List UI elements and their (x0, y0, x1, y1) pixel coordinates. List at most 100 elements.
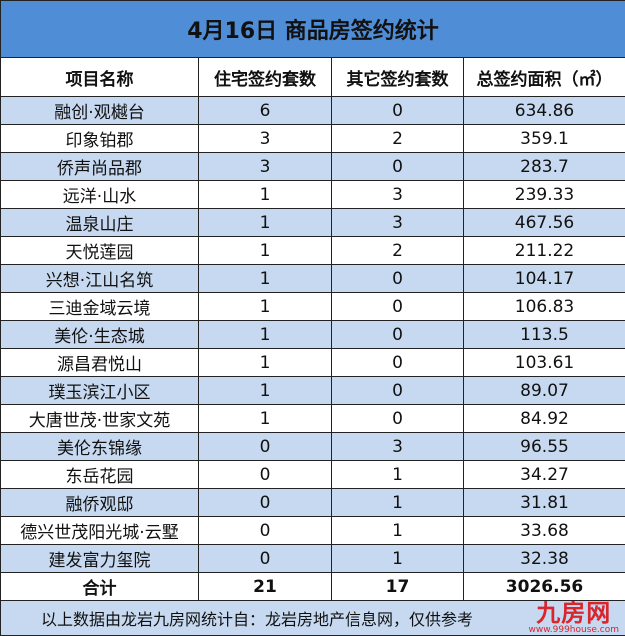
cell-other-count: 0 (331, 264, 464, 293)
cell-other-count: 0 (331, 320, 464, 349)
cell-project-name: 德兴世茂阳光城·云墅 (0, 516, 199, 545)
cell-total-area: 359.1 (462, 124, 625, 153)
cell-residential-count: 0 (198, 488, 332, 517)
footer-row: 以上数据由龙岩九房网统计自：龙岩房地产信息网，仅供参考 九房网 www.999hou… (0, 600, 625, 636)
table-row: 融侨观邸 0 1 31.81 (0, 488, 625, 517)
cell-residential-count: 1 (198, 236, 332, 265)
cell-project-name: 大唐世茂·世家文苑 (0, 404, 199, 433)
cell-total-area: 34.27 (462, 460, 625, 489)
total-row: 合计 21 17 3026.56 (0, 572, 625, 601)
footer-cell: 以上数据由龙岩九房网统计自：龙岩房地产信息网，仅供参考 九房网 www.999hou… (0, 600, 625, 636)
cell-other-count: 1 (331, 516, 464, 545)
total-other-count: 17 (331, 572, 464, 601)
cell-project-name: 美伦·生态城 (0, 320, 199, 349)
cell-total-area: 211.22 (462, 236, 625, 265)
cell-project-name: 璞玉滨江小区 (0, 376, 199, 405)
cell-total-area: 634.86 (462, 96, 625, 125)
cell-other-count: 3 (331, 208, 464, 237)
cell-total-area: 84.92 (462, 404, 625, 433)
cell-residential-count: 1 (198, 376, 332, 405)
cell-total-area: 113.5 (462, 320, 625, 349)
cell-project-name: 天悦莲园 (0, 236, 199, 265)
cell-residential-count: 0 (198, 460, 332, 489)
cell-other-count: 0 (331, 96, 464, 125)
total-residential-count: 21 (198, 572, 332, 601)
cell-residential-count: 1 (198, 180, 332, 209)
total-project-name: 合计 (0, 572, 199, 601)
cell-total-area: 32.38 (462, 544, 625, 573)
header-residential-count: 住宅签约套数 (198, 57, 332, 97)
cell-project-name: 东岳花园 (0, 460, 199, 489)
table-title: 4月16日 商品房签约统计 (0, 0, 625, 58)
cell-residential-count: 3 (198, 124, 332, 153)
cell-total-area: 96.55 (462, 432, 625, 461)
cell-residential-count: 0 (198, 432, 332, 461)
table-row: 东岳花园 0 1 34.27 (0, 460, 625, 489)
table-row: 大唐世茂·世家文苑 1 0 84.92 (0, 404, 625, 433)
cell-total-area: 89.07 (462, 376, 625, 405)
cell-other-count: 3 (331, 432, 464, 461)
table-row: 兴想·江山名筑 1 0 104.17 (0, 264, 625, 293)
table-row: 三迪金域云境 1 0 106.83 (0, 292, 625, 321)
watermark-logo: 九房网 www.999house.com (528, 600, 620, 635)
cell-other-count: 3 (331, 180, 464, 209)
table-row: 璞玉滨江小区 1 0 89.07 (0, 376, 625, 405)
table-row: 美伦·生态城 1 0 113.5 (0, 320, 625, 349)
cell-other-count: 0 (331, 404, 464, 433)
cell-project-name: 远洋·山水 (0, 180, 199, 209)
cell-project-name: 融创·观樾台 (0, 96, 199, 125)
table-row: 源昌君悦山 1 0 103.61 (0, 348, 625, 377)
cell-project-name: 源昌君悦山 (0, 348, 199, 377)
watermark-url: www.999house.com (528, 625, 620, 635)
cell-total-area: 106.83 (462, 292, 625, 321)
cell-project-name: 建发富力玺院 (0, 544, 199, 573)
cell-total-area: 283.7 (462, 152, 625, 181)
cell-project-name: 侨声尚品郡 (0, 152, 199, 181)
cell-total-area: 467.56 (462, 208, 625, 237)
table-row: 印象铂郡 3 2 359.1 (0, 124, 625, 153)
cell-other-count: 1 (331, 460, 464, 489)
cell-residential-count: 6 (198, 96, 332, 125)
cell-residential-count: 3 (198, 152, 332, 181)
cell-total-area: 104.17 (462, 264, 625, 293)
cell-other-count: 0 (331, 152, 464, 181)
cell-total-area: 33.68 (462, 516, 625, 545)
cell-total-area: 103.61 (462, 348, 625, 377)
cell-residential-count: 1 (198, 292, 332, 321)
table-row: 天悦莲园 1 2 211.22 (0, 236, 625, 265)
header-row: 项目名称 住宅签约套数 其它签约套数 总签约面积（㎡） (0, 57, 625, 97)
table-row: 融创·观樾台 6 0 634.86 (0, 96, 625, 125)
table-row: 建发富力玺院 0 1 32.38 (0, 544, 625, 573)
cell-other-count: 2 (331, 236, 464, 265)
watermark-logo-text: 九房网 (536, 600, 612, 627)
header-total-area: 总签约面积（㎡） (462, 57, 625, 97)
cell-residential-count: 1 (198, 264, 332, 293)
cell-other-count: 2 (331, 124, 464, 153)
table-row: 远洋·山水 1 3 239.33 (0, 180, 625, 209)
total-total-area: 3026.56 (462, 572, 625, 601)
cell-residential-count: 1 (198, 208, 332, 237)
cell-other-count: 1 (331, 488, 464, 517)
cell-project-name: 融侨观邸 (0, 488, 199, 517)
cell-project-name: 三迪金域云境 (0, 292, 199, 321)
table-row: 德兴世茂阳光城·云墅 0 1 33.68 (0, 516, 625, 545)
footer-note: 以上数据由龙岩九房网统计自：龙岩房地产信息网，仅供参考 (41, 610, 474, 629)
cell-other-count: 0 (331, 348, 464, 377)
cell-other-count: 0 (331, 376, 464, 405)
cell-total-area: 31.81 (462, 488, 625, 517)
cell-residential-count: 1 (198, 348, 332, 377)
table-row: 侨声尚品郡 3 0 283.7 (0, 152, 625, 181)
cell-residential-count: 0 (198, 544, 332, 573)
table-row: 美伦东锦缘 0 3 96.55 (0, 432, 625, 461)
cell-project-name: 印象铂郡 (0, 124, 199, 153)
cell-total-area: 239.33 (462, 180, 625, 209)
cell-project-name: 美伦东锦缘 (0, 432, 199, 461)
cell-residential-count: 1 (198, 404, 332, 433)
cell-other-count: 1 (331, 544, 464, 573)
footer-content: 以上数据由龙岩九房网统计自：龙岩房地产信息网，仅供参考 九房网 www.999hou… (2, 600, 625, 635)
cell-other-count: 0 (331, 292, 464, 321)
cell-project-name: 兴想·江山名筑 (0, 264, 199, 293)
cell-project-name: 温泉山庄 (0, 208, 199, 237)
cell-residential-count: 0 (198, 516, 332, 545)
